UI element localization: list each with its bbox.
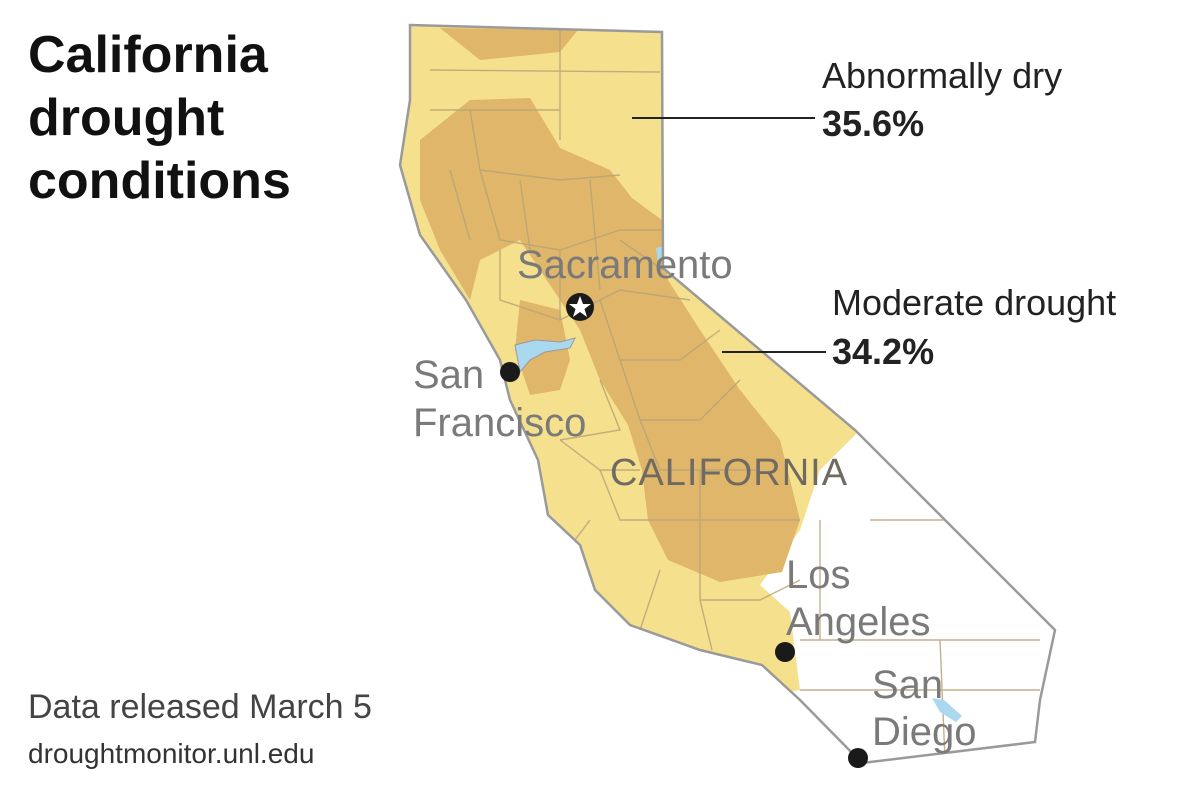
san-francisco-label-line2: Francisco bbox=[413, 401, 586, 445]
data-release-date: Data released March 5 bbox=[28, 688, 372, 726]
state-name-label: CALIFORNIA bbox=[610, 452, 848, 494]
salton-sea bbox=[932, 698, 962, 722]
moderate-drought-area-north bbox=[440, 28, 578, 60]
star-icon bbox=[566, 293, 594, 321]
los-angeles-dot-icon bbox=[775, 642, 795, 662]
san-diego-dot-icon bbox=[848, 748, 868, 768]
abnormally-dry-percent: 35.6% bbox=[822, 103, 924, 144]
abnormally-dry-label: Abnormally dry bbox=[822, 55, 1062, 96]
los-angeles-label-line1: Los bbox=[786, 553, 851, 597]
source-url: droughtmonitor.unl.edu bbox=[28, 738, 315, 769]
map-title: California drought conditions bbox=[28, 26, 291, 210]
moderate-drought-area-central bbox=[420, 98, 800, 582]
sacramento-label: Sacramento bbox=[517, 243, 733, 287]
moderate-drought-percent: 34.2% bbox=[832, 331, 934, 372]
san-diego-label-line1: San bbox=[872, 663, 943, 707]
san-diego-label-line2: Diego bbox=[872, 710, 977, 754]
san-francisco-bay bbox=[514, 337, 576, 374]
san-francisco-label-line1: San bbox=[413, 353, 484, 397]
san-francisco-dot-icon bbox=[500, 362, 520, 382]
california-state-outline bbox=[398, 23, 1057, 765]
moderate-drought-label: Moderate drought bbox=[832, 282, 1116, 323]
los-angeles-label-line2: Angeles bbox=[786, 600, 931, 644]
